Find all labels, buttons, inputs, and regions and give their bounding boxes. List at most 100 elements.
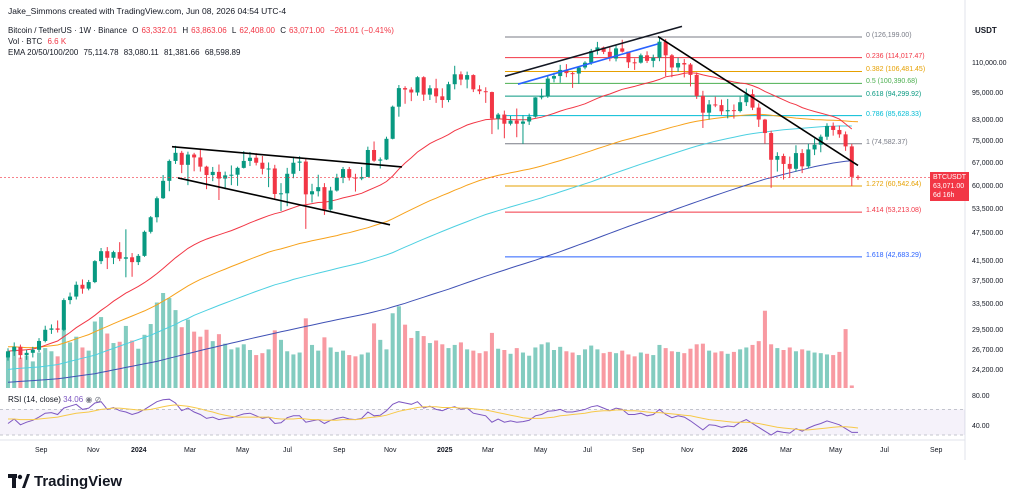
candle-body [378, 159, 383, 161]
candle-body [68, 296, 73, 301]
candle-body [86, 282, 91, 289]
time-tick: 2026 [732, 447, 748, 454]
candle-body [154, 198, 159, 218]
hide-icon[interactable]: ⊘ [94, 395, 102, 404]
volume-bar [800, 349, 805, 388]
tradingview-logo-icon [8, 474, 30, 488]
symbol-ohlc-line: Bitcoin / TetherUS · 1W · Binance O 63,33… [8, 26, 397, 35]
volume-bar [465, 349, 470, 388]
time-tick: Nov [681, 447, 694, 454]
volume-bar [663, 348, 668, 388]
volume-bar [173, 310, 178, 388]
candle-body [626, 51, 631, 63]
candle-body [216, 171, 221, 179]
candle-body [328, 190, 333, 210]
volume-bar [421, 336, 426, 388]
volume-bar [595, 349, 600, 388]
time-tick: 2025 [437, 447, 453, 454]
price-tick: 67,000.00 [972, 160, 1004, 168]
volume-bar [247, 350, 252, 388]
fib-label-0.236: 0.236 (114,017.47) [866, 52, 925, 60]
volume-bar [123, 325, 128, 388]
candle-body [99, 251, 104, 262]
candle-body [185, 154, 190, 165]
volume-bar [545, 342, 550, 388]
candle-body [570, 73, 575, 75]
volume-bar [843, 329, 848, 388]
candle-body [707, 104, 712, 113]
candle-body [24, 352, 29, 356]
eye-icon[interactable]: ◉ [85, 395, 93, 404]
volume-bar [365, 352, 370, 388]
volume-bar [272, 330, 277, 388]
candle-body [762, 119, 767, 134]
candle-body [241, 160, 246, 168]
volume-bar [5, 353, 11, 388]
candle-body [843, 134, 848, 147]
price-tick: 37,500.00 [972, 278, 1004, 286]
ema-20-line [7, 72, 853, 352]
candle-body [539, 96, 544, 98]
volume-bar [130, 340, 135, 388]
volume-bar [620, 350, 625, 388]
candle-body [92, 261, 97, 283]
time-tick: Jul [880, 447, 889, 454]
volume-bar [756, 341, 761, 388]
time-tick: Jul [583, 447, 592, 454]
last-price-value: 63,071.00 [933, 183, 965, 190]
candle-body [744, 94, 749, 103]
volume-bar [614, 353, 619, 388]
ema-100-value: 81,381.66 [163, 48, 200, 57]
volume-bar [80, 347, 85, 388]
volume-bar [657, 344, 662, 388]
volume-bar [24, 355, 29, 388]
candle-body [564, 69, 569, 74]
price-tick: 53,500.00 [972, 206, 1004, 214]
symbol-title[interactable]: Bitcoin / TetherUS · 1W · Binance [8, 26, 128, 35]
volume-bar [489, 332, 494, 388]
volume-bar [707, 350, 712, 388]
volume-bar [725, 353, 730, 388]
volume-bar [638, 352, 643, 388]
ema-legend[interactable]: EMA 20/50/100/200 75,114.78 83,080.11 81… [8, 48, 243, 57]
volume-bar [322, 337, 327, 388]
volume-bar [645, 353, 650, 388]
volume-bar [787, 347, 792, 388]
volume-bar [254, 355, 259, 388]
candle-body [148, 217, 153, 232]
candle-body [403, 88, 408, 90]
volume-bar [539, 344, 544, 388]
volume-bar [676, 351, 681, 388]
volume-bar [341, 350, 346, 388]
candle-body [837, 129, 842, 135]
candle-body [465, 75, 470, 80]
volume-bar [235, 347, 240, 388]
price-tick: 75,000.00 [972, 137, 1004, 145]
time-tick: Sep [333, 447, 346, 454]
candle-body [508, 120, 513, 124]
candle-body [638, 55, 643, 63]
channel-mid-line [517, 43, 659, 85]
price-tick: 47,500.00 [972, 230, 1004, 238]
candle-body [210, 171, 215, 176]
volume-legend[interactable]: Vol · BTC 6.6 K [8, 37, 69, 46]
volume-bar [154, 302, 159, 388]
candle-body [440, 96, 445, 101]
candle-body [142, 231, 147, 256]
volume-bar [403, 324, 408, 388]
candle-body [502, 114, 507, 124]
candle-body [769, 133, 774, 160]
candle-body [130, 257, 135, 263]
volume-bar [136, 348, 141, 388]
volume-bar [260, 353, 265, 388]
volume-bar [241, 344, 246, 388]
candle-body [787, 163, 792, 169]
candle-body [390, 106, 395, 139]
candle-body [607, 51, 612, 59]
tradingview-logo[interactable]: TradingView [8, 470, 122, 492]
volume-bar [179, 327, 184, 388]
volume-bar [694, 344, 699, 388]
candle-body [527, 116, 532, 122]
rsi-legend[interactable]: RSI (14, close) 34.06 ◉ ⊘ [8, 395, 101, 404]
